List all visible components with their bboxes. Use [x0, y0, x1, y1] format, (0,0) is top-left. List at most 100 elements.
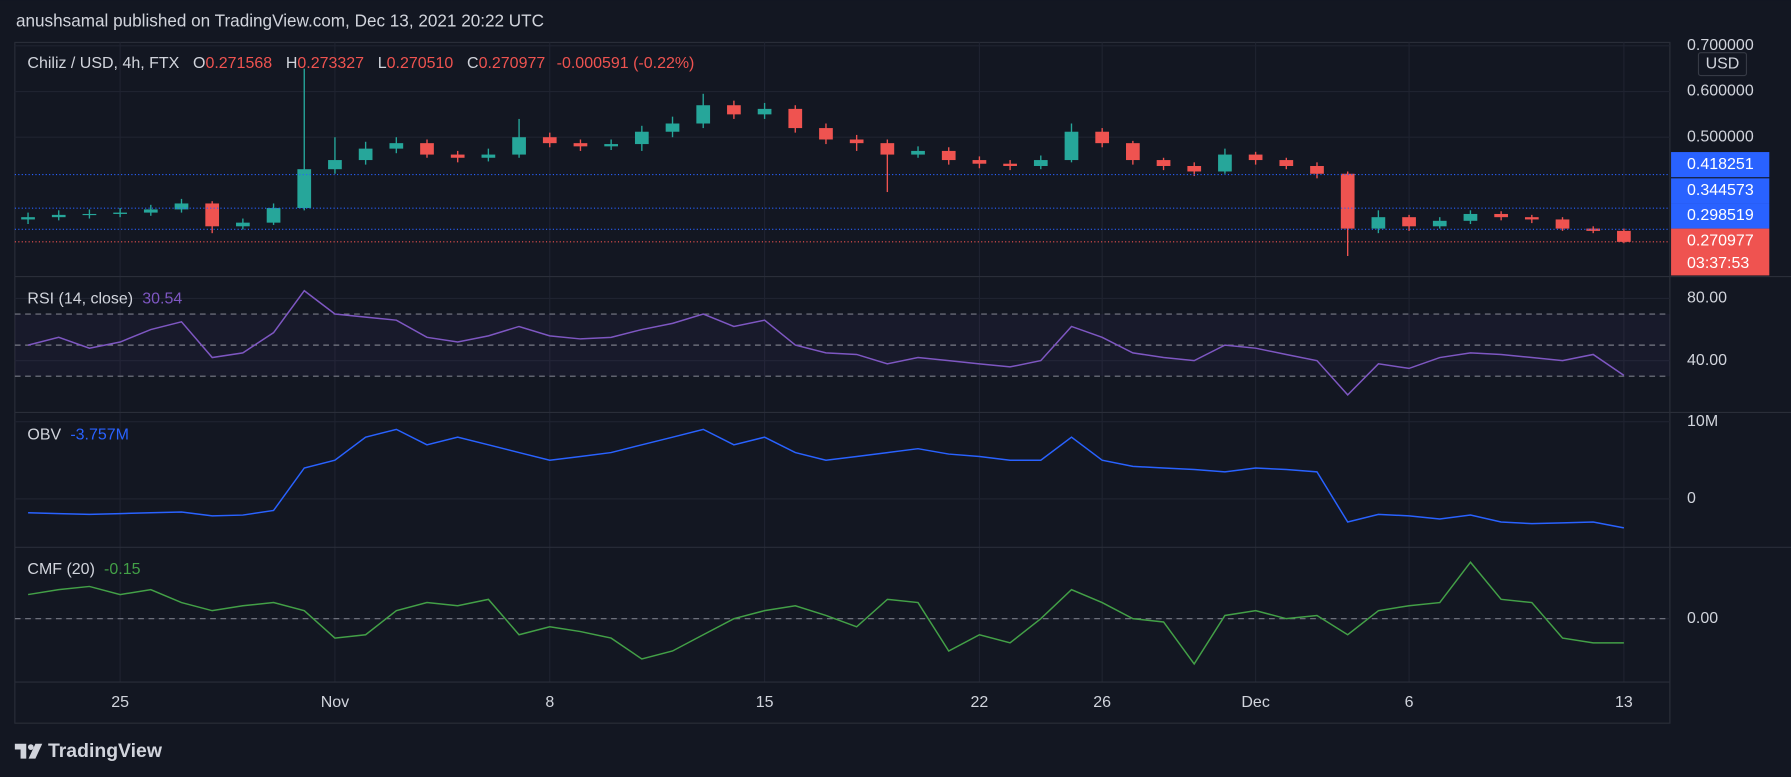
indicator-title: OBV -3.757M — [27, 427, 129, 444]
y-tick-label: 80.00 — [1687, 290, 1727, 307]
candle-body — [757, 108, 772, 115]
legend-value: 0.273327 — [297, 55, 364, 72]
x-tick-label: 26 — [1093, 694, 1111, 711]
candle-body — [328, 160, 342, 170]
footer-logo: TradingView — [48, 740, 163, 762]
candle-body — [236, 222, 250, 227]
candle-body — [450, 154, 465, 158]
y-tick-label: 0.500000 — [1687, 128, 1754, 145]
legend-key: H — [286, 55, 298, 72]
legend-change: -0.000591 (-0.22%) — [557, 55, 695, 72]
candle-body — [1033, 160, 1048, 166]
y-tick-label: 10M — [1687, 413, 1718, 430]
candle-body — [174, 203, 189, 210]
candle-body — [1524, 217, 1539, 220]
x-tick-label: 22 — [971, 694, 989, 711]
y-tick-label: 0.00 — [1687, 610, 1718, 627]
candle-body — [1095, 131, 1110, 144]
candle-body — [1218, 154, 1232, 172]
candle-body — [512, 137, 526, 155]
candle-body — [911, 150, 925, 155]
candle-body — [1156, 160, 1171, 166]
legend-key: L — [378, 55, 387, 72]
legend-value: 0.271568 — [205, 55, 272, 72]
indicator-value: -0.15 — [104, 561, 141, 578]
y-tick-label: 0 — [1687, 490, 1696, 507]
candle-body — [205, 203, 220, 227]
candle-body — [143, 209, 158, 213]
ohlc-legend: Chiliz / USD, 4h, FTX O0.271568 H0.273327 L… — [27, 55, 694, 72]
price-label: 0.298519 — [1687, 207, 1754, 224]
legend-value: 0.270977 — [479, 55, 546, 72]
x-tick-label: Nov — [321, 694, 349, 711]
candle-body — [1617, 230, 1631, 242]
indicator-line — [27, 289, 1625, 396]
candle-body — [941, 150, 956, 161]
price-label-box — [1671, 203, 1770, 229]
indicator-value: 30.54 — [142, 291, 182, 308]
candle-body — [1402, 217, 1416, 227]
legend-value: 0.270510 — [387, 55, 454, 72]
indicator-value: -3.757M — [70, 427, 129, 444]
candle-body — [358, 148, 373, 161]
candle-body — [1310, 165, 1324, 174]
candle-body — [21, 217, 35, 220]
legend-key: O — [193, 55, 205, 72]
candle-body — [1432, 220, 1447, 227]
candle-body — [696, 105, 711, 124]
candle-body — [1555, 219, 1570, 229]
candle-body — [297, 169, 312, 209]
indicator-title: RSI (14, close) 30.54 — [27, 291, 182, 308]
indicator-name: RSI (14, close) — [27, 291, 133, 308]
x-tick-label: 6 — [1405, 694, 1414, 711]
candle-body — [665, 123, 680, 132]
candle-body — [51, 214, 66, 218]
candle-body — [573, 143, 588, 147]
candle-body — [1371, 217, 1386, 229]
price-label: 0.270977 — [1687, 232, 1754, 249]
candle-body — [481, 154, 496, 158]
x-tick-label: Dec — [1241, 694, 1269, 711]
candle-body — [788, 108, 803, 129]
x-tick-label: 13 — [1615, 694, 1633, 711]
logo-icon — [14, 743, 43, 759]
indicator-line — [28, 428, 1625, 529]
candle-body — [542, 137, 557, 144]
candle-body — [420, 143, 434, 155]
candle-body — [604, 144, 618, 147]
x-tick-label: 15 — [756, 694, 774, 711]
candle-body — [849, 139, 864, 144]
price-label: 0.344573 — [1687, 182, 1754, 199]
candle-body — [634, 131, 649, 145]
candle-body — [1340, 173, 1355, 229]
candle-body — [1586, 228, 1601, 231]
candle-body — [819, 128, 833, 140]
price-label-box — [1671, 228, 1770, 276]
candle-body — [1248, 154, 1263, 161]
legend-symbol: Chiliz / USD, 4h, FTX — [27, 55, 179, 72]
indicator-name: OBV — [27, 427, 61, 444]
unit-box — [1697, 52, 1748, 77]
candle-body — [1064, 131, 1079, 161]
candle-body — [1187, 165, 1202, 172]
price-label-box — [1671, 178, 1770, 204]
price-label-box — [1671, 152, 1770, 178]
candle-body — [113, 212, 127, 214]
publish-header: anushsamal published on TradingView.com,… — [16, 10, 544, 30]
x-tick-label: 8 — [545, 694, 554, 711]
legend-key: C — [467, 55, 479, 72]
candle-body — [727, 105, 741, 115]
candle-body — [972, 160, 987, 164]
candle-body — [82, 213, 97, 216]
candle-body — [880, 143, 895, 155]
y-tick-label: 40.00 — [1687, 352, 1727, 369]
candle-body — [266, 208, 281, 223]
x-tick-label: 25 — [111, 694, 129, 711]
candle-body — [1126, 143, 1140, 161]
candle-body — [1463, 213, 1478, 221]
candle-body — [1494, 213, 1508, 218]
y-tick-label: 0.700000 — [1687, 37, 1754, 54]
indicator-line — [27, 561, 1624, 666]
